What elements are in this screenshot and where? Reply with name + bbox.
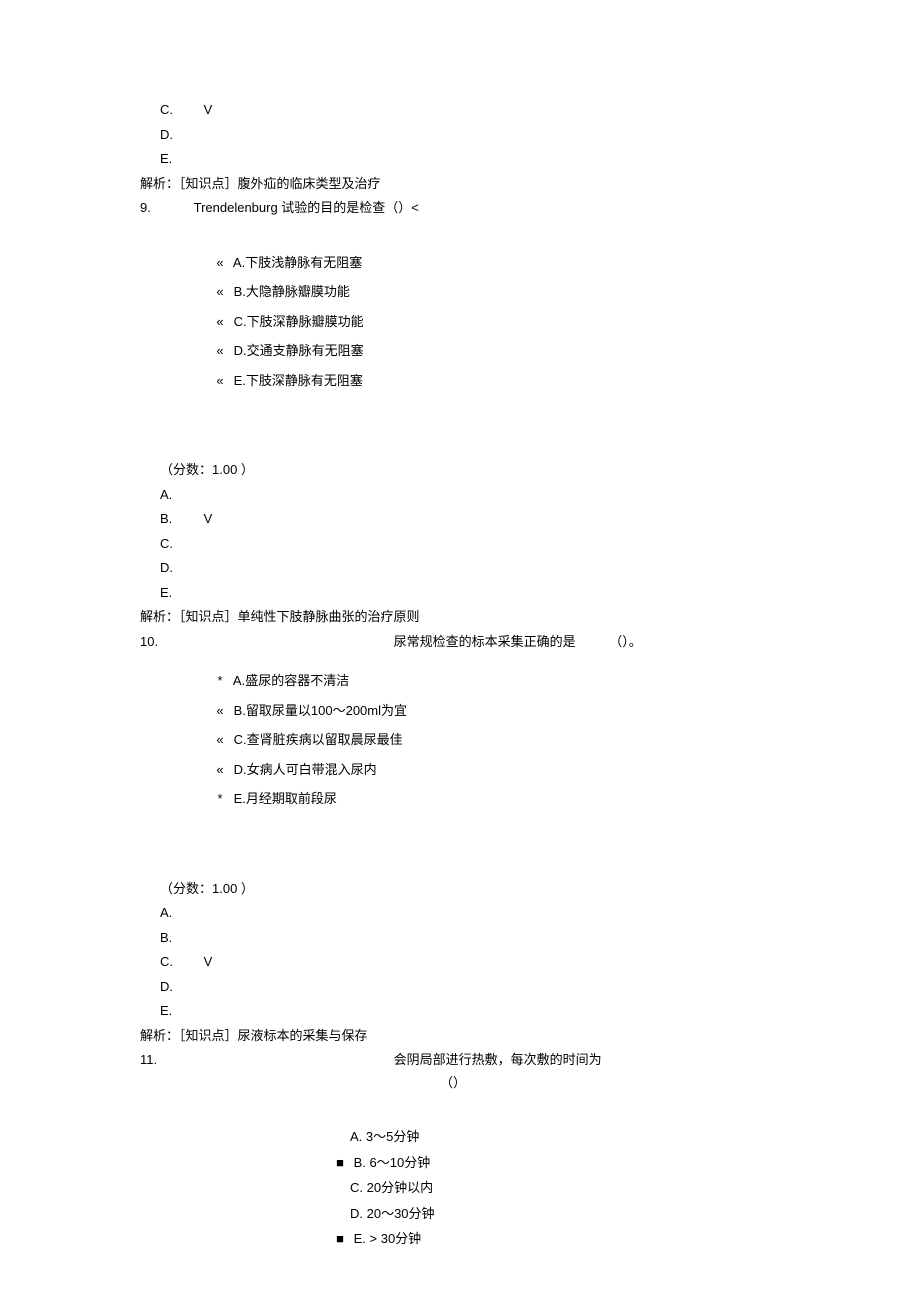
answer-d: D.: [160, 977, 780, 997]
q10-score: （分数：1.00 ）: [160, 879, 780, 899]
q10-analysis: 解析：［知识点］尿液标本的采集与保存: [140, 1026, 780, 1046]
answer-letter: A.: [160, 903, 200, 923]
answer-a: A.: [160, 485, 780, 505]
option-text: A.盛尿的容器不清洁: [233, 673, 349, 688]
answer-letter: B.: [160, 509, 200, 529]
option-a: * A.盛尿的容器不清洁: [210, 671, 780, 691]
answer-d: D.: [160, 125, 780, 145]
option-a: A. 3～5分钟: [350, 1127, 780, 1147]
answer-e: E.: [160, 149, 780, 169]
option-text: B.留取尿量以100～200ml为宜: [234, 703, 407, 718]
answer-c: C. V: [160, 952, 780, 972]
bullet-icon: «: [210, 760, 230, 780]
option-d: D. 20～30分钟: [350, 1204, 780, 1224]
bullet-icon: «: [210, 253, 230, 273]
option-text: C.下肢深静脉瓣膜功能: [234, 314, 364, 329]
answer-a: A.: [160, 903, 780, 923]
answer-letter: B.: [160, 928, 200, 948]
option-text: C.查肾脏疾病以留取晨尿最佳: [234, 732, 403, 747]
bullet-icon: *: [210, 789, 230, 809]
option-b: « B.大隐静脉瓣膜功能: [210, 282, 780, 302]
q9-score: （分数：1.00 ）: [160, 460, 780, 480]
answer-letter: C.: [160, 100, 200, 120]
option-text: B. 6～10分钟: [354, 1153, 431, 1173]
bullet-icon: «: [210, 371, 230, 391]
answer-c: C.: [160, 534, 780, 554]
answer-letter: D.: [160, 125, 200, 145]
option-text: A.下肢浅静脉有无阻塞: [233, 255, 362, 270]
option-b: ■ B. 6～10分钟: [330, 1153, 780, 1173]
q11-paren: （）: [440, 1073, 780, 1093]
option-b: « B.留取尿量以100～200ml为宜: [210, 701, 780, 721]
answer-letter: E.: [160, 1001, 200, 1021]
option-c: « C.下肢深静脉瓣膜功能: [210, 312, 780, 332]
bullet-icon: «: [210, 341, 230, 361]
option-text: B.大隐静脉瓣膜功能: [234, 284, 350, 299]
square-icon: ■: [330, 1229, 350, 1249]
option-e: « E.下肢深静脉有无阻塞: [210, 371, 780, 391]
option-text: C. 20分钟以内: [350, 1178, 433, 1198]
answer-b: B.: [160, 928, 780, 948]
q9-block: 9. Trendelenburg 试验的目的是检查（）< « A.下肢浅静脉有无…: [140, 198, 780, 627]
answer-letter: C.: [160, 534, 200, 554]
q9-header: 9. Trendelenburg 试验的目的是检查（）<: [140, 198, 780, 218]
q10-paren: （）。: [609, 632, 642, 652]
answer-letter: E.: [160, 149, 200, 169]
option-text: E. > 30分钟: [354, 1229, 422, 1249]
option-e: ■ E. > 30分钟: [330, 1229, 780, 1249]
q8-block: C. V D. E. 解析：［知识点］腹外疝的临床类型及治疗: [140, 100, 780, 193]
answer-e: E.: [160, 1001, 780, 1021]
q9-number: 9.: [140, 198, 190, 218]
square-icon: ■: [330, 1153, 350, 1173]
q11-number: 11.: [140, 1050, 190, 1070]
answer-mark: V: [204, 954, 213, 969]
option-text: D.交通支静脉有无阻塞: [234, 343, 364, 358]
q10-number: 10.: [140, 632, 190, 652]
bullet-icon: «: [210, 312, 230, 332]
q10-block: 10. 尿常规检查的标本采集正确的是 （）。 * A.盛尿的容器不清洁 « B.…: [140, 632, 780, 1046]
q11-question: 会阴局部进行热敷，每次敷的时间为: [394, 1050, 602, 1070]
answer-mark: V: [204, 511, 213, 526]
option-text: E.下肢深静脉有无阻塞: [234, 373, 363, 388]
answer-d: D.: [160, 558, 780, 578]
q9-question: Trendelenburg 试验的目的是检查（）<: [194, 198, 419, 218]
q11-block: 11. 会阴局部进行热敷，每次敷的时间为 （） A. 3～5分钟 ■ B. 6～…: [140, 1050, 780, 1249]
answer-letter: D.: [160, 977, 200, 997]
answer-letter: D.: [160, 558, 200, 578]
option-text: E.月经期取前段尿: [234, 791, 337, 806]
bullet-icon: «: [210, 282, 230, 302]
option-text: D.女病人可白带混入尿内: [234, 762, 377, 777]
q8-analysis: 解析：［知识点］腹外疝的临床类型及治疗: [140, 174, 780, 194]
answer-mark: V: [204, 102, 213, 117]
option-text: A. 3～5分钟: [350, 1129, 419, 1144]
bullet-icon: «: [210, 730, 230, 750]
option-c: « C.查肾脏疾病以留取晨尿最佳: [210, 730, 780, 750]
q9-options: « A.下肢浅静脉有无阻塞 « B.大隐静脉瓣膜功能 « C.下肢深静脉瓣膜功能…: [210, 253, 780, 391]
q10-options: * A.盛尿的容器不清洁 « B.留取尿量以100～200ml为宜 « C.查肾…: [210, 671, 780, 809]
answer-letter: E.: [160, 583, 200, 603]
answer-c: C. V: [160, 100, 780, 120]
q10-question: 尿常规检查的标本采集正确的是: [394, 632, 576, 652]
answer-letter: C.: [160, 952, 200, 972]
answer-b: B. V: [160, 509, 780, 529]
option-d: « D.女病人可白带混入尿内: [210, 760, 780, 780]
option-text: D. 20～30分钟: [350, 1204, 435, 1224]
q9-analysis: 解析：［知识点］单纯性下肢静脉曲张的治疗原则: [140, 607, 780, 627]
q11-header: 11. 会阴局部进行热敷，每次敷的时间为 （）: [140, 1050, 780, 1092]
option-a: « A.下肢浅静脉有无阻塞: [210, 253, 780, 273]
option-e: * E.月经期取前段尿: [210, 789, 780, 809]
answer-e: E.: [160, 583, 780, 603]
q10-header: 10. 尿常规检查的标本采集正确的是 （）。: [140, 632, 780, 652]
answer-letter: A.: [160, 485, 200, 505]
q11-options: A. 3～5分钟 ■ B. 6～10分钟 C. 20分钟以内 D. 20～30分…: [140, 1127, 780, 1249]
bullet-icon: *: [210, 671, 230, 691]
option-d: « D.交通支静脉有无阻塞: [210, 341, 780, 361]
option-c: C. 20分钟以内: [350, 1178, 780, 1198]
bullet-icon: «: [210, 701, 230, 721]
